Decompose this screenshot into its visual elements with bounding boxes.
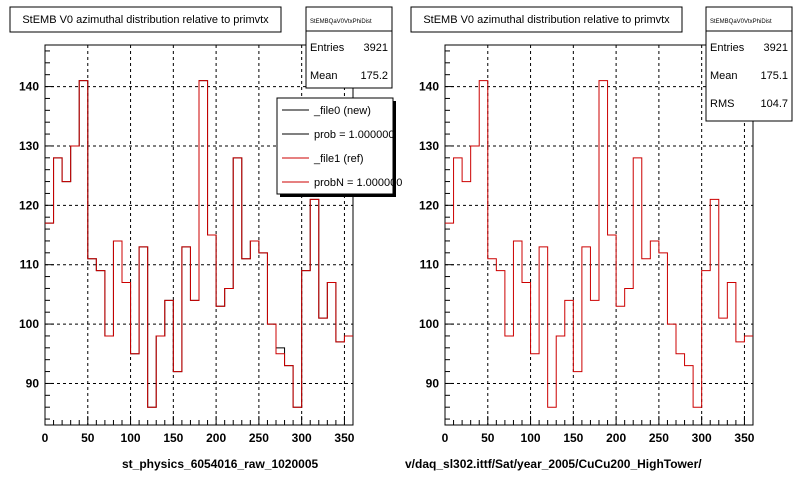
chart-title: StEMB V0 azimuthal distribution relative… bbox=[22, 14, 269, 26]
stats-label: Entries bbox=[310, 42, 345, 54]
stats-label: Entries bbox=[710, 42, 745, 54]
y-tick-label: 120 bbox=[19, 198, 39, 212]
x-tick-label: 200 bbox=[606, 431, 626, 445]
x-tick-label: 100 bbox=[121, 431, 141, 445]
x-tick-label: 250 bbox=[649, 431, 669, 445]
legend-entry: probN = 1.000000 bbox=[314, 177, 402, 189]
title-box bbox=[9, 6, 282, 33]
y-tick-label: 130 bbox=[19, 139, 39, 153]
chart-panel-2: 0 50 100 150 200 250 300 350 90 100 110 120 130 140 St… bbox=[410, 6, 793, 445]
stats-header: StEMBQaV0VtxPhiDist bbox=[310, 19, 372, 25]
stats-box bbox=[305, 6, 393, 89]
x-tick-label: 300 bbox=[292, 431, 312, 445]
x-tick-label: 0 bbox=[42, 431, 49, 445]
x-tick-label: 50 bbox=[481, 431, 495, 445]
stats-header: StEMBQaV0VtxPhiDist bbox=[710, 19, 772, 25]
legend-box bbox=[276, 97, 394, 195]
histogram-series-1 bbox=[445, 80, 753, 408]
y-tick-label: 90 bbox=[26, 376, 40, 390]
x-tick-label: 350 bbox=[734, 431, 754, 445]
y-tick-label: 120 bbox=[419, 198, 439, 212]
y-tick-label: 100 bbox=[419, 317, 439, 331]
stats-label: RMS bbox=[710, 98, 734, 110]
legend-entry: _file1 (ref) bbox=[313, 153, 364, 165]
y-tick-label: 100 bbox=[19, 317, 39, 331]
title-box bbox=[410, 6, 683, 33]
stats-box bbox=[705, 6, 793, 122]
x-tick-label: 350 bbox=[334, 431, 354, 445]
y-tick-label: 110 bbox=[20, 258, 40, 272]
histogram-series-2 bbox=[45, 80, 353, 408]
y-tick-label: 140 bbox=[19, 80, 39, 94]
x-tick-label: 250 bbox=[249, 431, 269, 445]
legend-entry: prob = 1.000000 bbox=[314, 129, 394, 141]
x-tick-label: 150 bbox=[163, 431, 183, 445]
y-tick-label: 130 bbox=[419, 139, 439, 153]
x-tick-label: 50 bbox=[81, 431, 95, 445]
y-tick-label: 140 bbox=[419, 80, 439, 94]
y-tick-label: 90 bbox=[426, 376, 440, 390]
legend-entry: _file0 (new) bbox=[313, 105, 371, 117]
x-tick-label: 200 bbox=[206, 431, 226, 445]
footer-path-label: v/daq_sl302.ittf/Sat/year_2005/CuCu200_H… bbox=[405, 457, 702, 471]
stats-label: Mean bbox=[710, 70, 738, 82]
x-tick-label: 100 bbox=[521, 431, 541, 445]
chart-panel-1: 0 50 100 150 200 250 300 350 90 100 110 120 130 140 St… bbox=[9, 6, 402, 445]
stats-value: 3921 bbox=[764, 42, 788, 54]
y-tick-label: 110 bbox=[420, 258, 440, 272]
stats-value: 175.2 bbox=[360, 70, 388, 82]
x-tick-label: 0 bbox=[442, 431, 449, 445]
chart-title: StEMB V0 azimuthal distribution relative… bbox=[423, 14, 670, 26]
stats-value: 3921 bbox=[364, 42, 388, 54]
stats-label: Mean bbox=[310, 70, 338, 82]
stats-value: 175.1 bbox=[760, 70, 788, 82]
footer-run-label: st_physics_6054016_raw_1020005 bbox=[122, 457, 319, 471]
x-tick-label: 150 bbox=[563, 431, 583, 445]
stats-value: 104.7 bbox=[760, 98, 788, 110]
x-tick-label: 300 bbox=[692, 431, 712, 445]
